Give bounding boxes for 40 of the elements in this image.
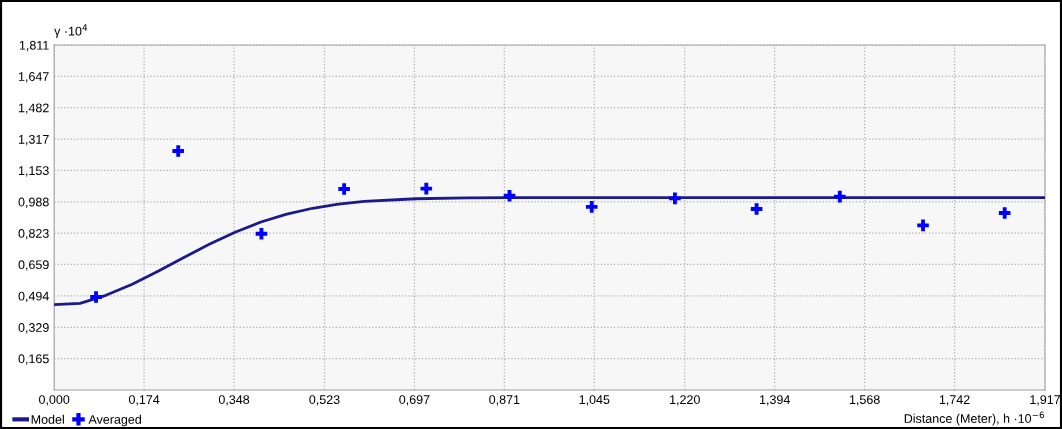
point	[90, 291, 102, 303]
y-tick-label: 0,494	[18, 291, 49, 302]
x-axis-title: Distance (Meter), h ·10$^{−6}$	[904, 411, 1045, 426]
legend-label: Averaged	[88, 414, 141, 427]
y-tick-label: 0,988	[18, 197, 49, 208]
y-tick-label: 0,329	[18, 323, 49, 334]
x-tick-label: 1,742	[939, 395, 970, 406]
point	[338, 183, 350, 195]
x-tick-label: 1,917	[1030, 395, 1061, 406]
x-tick-label: 0,348	[218, 395, 250, 406]
point	[585, 201, 598, 213]
point	[917, 219, 929, 232]
point	[503, 189, 516, 202]
legend-label: Model	[31, 414, 64, 424]
x-tick-label: 1,394	[760, 395, 790, 406]
x-tick-label: 0,000	[39, 395, 70, 406]
y-axis-title: γ ·10$^{4}$	[54, 24, 88, 39]
point	[172, 145, 185, 157]
line-series	[54, 196, 1046, 307]
x-tick-label: 0,174	[128, 395, 160, 406]
y-tick-label: 1,647	[18, 72, 49, 83]
x-tick-label: 0,871	[489, 395, 520, 406]
x-tick-label: 0,697	[399, 395, 430, 406]
y-tick-label: 1,153	[18, 166, 49, 177]
x-tick-label: 0,523	[309, 395, 340, 406]
point	[669, 192, 681, 205]
x-tick-label: 1,045	[579, 395, 610, 406]
point	[255, 227, 268, 240]
y-tick-label: 0,823	[18, 229, 49, 240]
x-tick-label: 1,568	[849, 395, 880, 406]
point	[420, 182, 433, 195]
y-tick-label: 0,659	[18, 260, 49, 271]
y-tick-label: 1,317	[18, 134, 49, 146]
y-tick-label: 0,165	[18, 354, 49, 365]
y-tick-label: 1,811	[19, 40, 49, 52]
point	[834, 190, 846, 203]
x-tick-label: 1,220	[670, 395, 700, 406]
point	[750, 203, 763, 215]
point	[998, 207, 1011, 219]
y-tick-label: 1,482	[18, 103, 49, 114]
